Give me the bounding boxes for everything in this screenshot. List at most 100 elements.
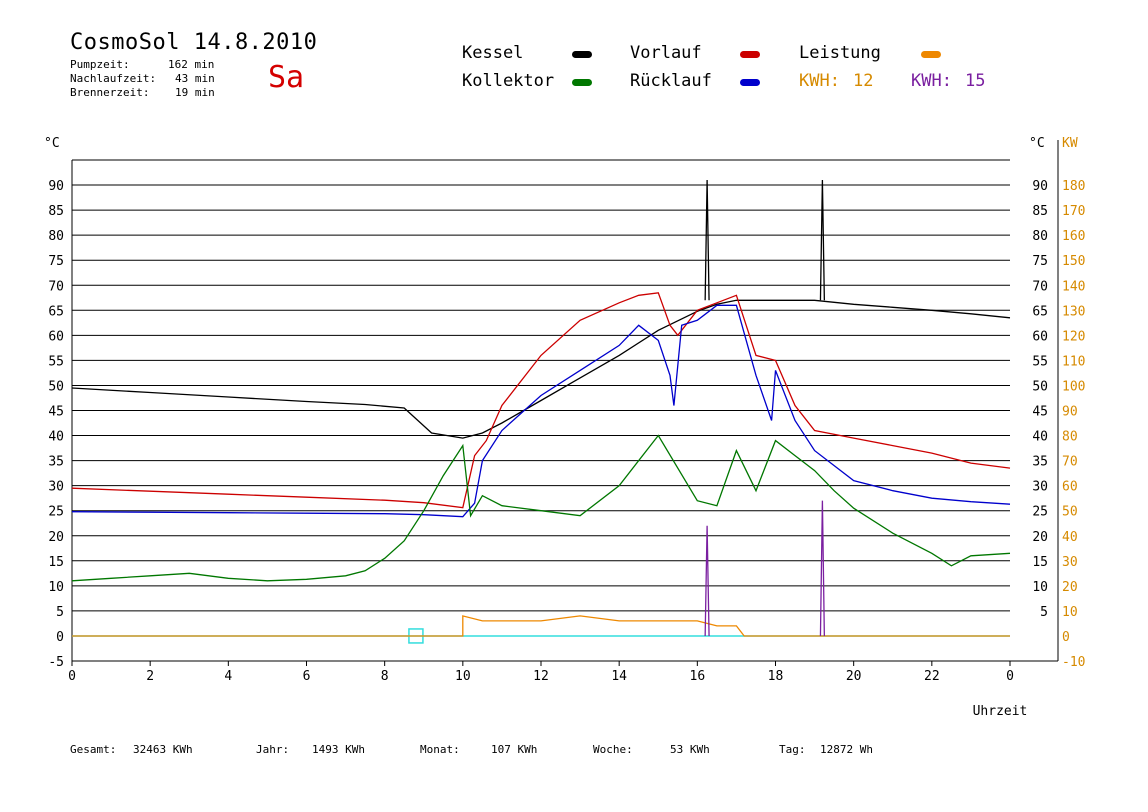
- y-tick-label-right-kw: 10: [1062, 605, 1078, 620]
- y-tick-label-left: 5: [56, 605, 64, 620]
- spike-kessel: [819, 180, 826, 301]
- y-tick-label-right-c: 90: [1032, 179, 1048, 194]
- y-tick-label-right-c: 35: [1032, 455, 1048, 470]
- footer-gesamt-label: Gesamt:: [70, 743, 117, 756]
- x-tick-label: 16: [690, 669, 706, 684]
- footer-tag-value: 12872 Wh: [820, 743, 873, 756]
- series-line-kessel: [71, 299, 1011, 439]
- y-tick-label-left: 25: [48, 505, 64, 520]
- y-tick-label-right-c: 60: [1032, 329, 1048, 344]
- y-tick-label-right-c: 40: [1032, 430, 1048, 445]
- footer-gesamt-value: 32463 KWh: [133, 743, 193, 756]
- y-tick-label-right-c: 5: [1040, 605, 1048, 620]
- kwh-orange-label: KWH:: [799, 71, 840, 91]
- y-tick-label-left: 15: [48, 555, 64, 570]
- series-line-leistung: [72, 615, 1010, 637]
- kwh-purple-value: 15: [965, 71, 986, 91]
- y-tick-label-right-c: 55: [1032, 354, 1048, 369]
- y-tick-label-right-kw: 130: [1062, 304, 1085, 319]
- y-tick-label-left: 90: [48, 179, 64, 194]
- x-tick-label: 8: [381, 669, 389, 684]
- y-tick-label-right-c: 85: [1032, 204, 1048, 219]
- y-tick-label-right-kw: 30: [1062, 555, 1078, 570]
- footer-monat-label: Monat:: [420, 743, 460, 756]
- y-tick-label-left: 35: [48, 455, 64, 470]
- series-line-vorlauf: [71, 292, 1011, 509]
- y-tick-label-left: 45: [48, 405, 64, 420]
- x-tick-label: 14: [611, 669, 627, 684]
- y-tick-label-right-kw: 170: [1062, 204, 1085, 219]
- chart-title: CosmoSol 14.8.2010: [70, 30, 318, 55]
- kwh-purple-label: KWH:: [911, 71, 952, 91]
- y-tick-label-left: 50: [48, 379, 64, 394]
- y-tick-label-right-kw: 100: [1062, 379, 1085, 394]
- y-tick-label-left: 60: [48, 329, 64, 344]
- legend-kessel-label: Kessel: [462, 43, 524, 63]
- y-tick-label-right-kw: 150: [1062, 254, 1085, 269]
- y-tick-label-left: 30: [48, 480, 64, 495]
- y-axis-unit-left: °C: [44, 136, 60, 151]
- y-tick-label-right-kw: 0: [1062, 630, 1070, 645]
- y-tick-label-right-c: 45: [1032, 405, 1048, 420]
- series-line-kollektor: [71, 434, 1011, 582]
- y-tick-label-left: 70: [48, 279, 64, 294]
- y-tick-label-right-c: 20: [1032, 530, 1048, 545]
- legend-kollektor-swatch: [572, 79, 592, 86]
- stat-brennerzeit-value: 19 min: [175, 86, 215, 99]
- y-tick-label-right-kw: 90: [1062, 405, 1078, 420]
- y-tick-label-right-kw: 20: [1062, 580, 1078, 595]
- x-tick-label: 12: [533, 669, 549, 684]
- y-tick-label-right-kw: 120: [1062, 329, 1085, 344]
- legend-kollektor-label: Kollektor: [462, 71, 555, 91]
- y-tick-label-right-kw: 80: [1062, 430, 1078, 445]
- stat-brennerzeit-label: Brennerzeit:: [70, 86, 150, 99]
- x-tick-label: 0: [1006, 669, 1014, 684]
- y-tick-label-right-c: 65: [1032, 304, 1048, 319]
- series-line-ruecklauf: [71, 304, 1011, 518]
- y-tick-label-right-kw: 180: [1062, 179, 1085, 194]
- x-axis-title: Uhrzeit: [973, 704, 1028, 719]
- stat-pumpzeit-label: Pumpzeit:: [70, 58, 130, 71]
- y-tick-label-left: 85: [48, 204, 64, 219]
- spike-kessel: [704, 180, 710, 301]
- x-tick-label: 22: [924, 669, 940, 684]
- y-tick-label-right-kw: 110: [1062, 354, 1085, 369]
- y-tick-label-right-c: 25: [1032, 505, 1048, 520]
- x-tick-label: 18: [768, 669, 784, 684]
- footer-tag-label: Tag:: [779, 743, 806, 756]
- x-tick-label: 4: [224, 669, 232, 684]
- y-tick-label-left: 80: [48, 229, 64, 244]
- y-tick-label-right-kw: 40: [1062, 530, 1078, 545]
- y-tick-label-right-c: 10: [1032, 580, 1048, 595]
- y-tick-label-right-c: 80: [1032, 229, 1048, 244]
- y-tick-label-right-kw: -10: [1062, 655, 1085, 670]
- y-tick-label-right-c: 15: [1032, 555, 1048, 570]
- footer-woche-label: Woche:: [593, 743, 633, 756]
- y-axis-unit-right-c: °C: [1029, 136, 1045, 151]
- y-tick-label-right-kw: 140: [1062, 279, 1085, 294]
- x-tick-label: 0: [68, 669, 76, 684]
- y-tick-label-left: 0: [56, 630, 64, 645]
- y-tick-label-left: -5: [48, 655, 64, 670]
- y-tick-label-left: 55: [48, 354, 64, 369]
- legend-kessel-swatch: [572, 51, 592, 58]
- kwh-orange-value: 12: [853, 71, 874, 91]
- footer-jahr-value: 1493 KWh: [312, 743, 365, 756]
- y-tick-label-right-c: 75: [1032, 254, 1048, 269]
- y-tick-label-right-kw: 60: [1062, 480, 1078, 495]
- x-tick-label: 20: [846, 669, 862, 684]
- footer-woche-value: 53 KWh: [670, 743, 710, 756]
- y-axis-unit-right-kw: KW: [1062, 136, 1078, 151]
- legend-leistung-label: Leistung: [799, 43, 881, 63]
- legend-vorlauf-swatch: [740, 51, 760, 58]
- x-tick-label: 2: [146, 669, 154, 684]
- weekday-label: Sa: [268, 60, 305, 95]
- y-tick-label-left: 40: [48, 430, 64, 445]
- y-tick-label-left: 65: [48, 304, 64, 319]
- y-tick-label-left: 20: [48, 530, 64, 545]
- x-tick-label: 6: [303, 669, 311, 684]
- footer-monat-value: 107 KWh: [491, 743, 538, 756]
- footer-jahr-label: Jahr:: [256, 743, 290, 756]
- legend-ruecklauf-label: Rücklauf: [630, 71, 712, 91]
